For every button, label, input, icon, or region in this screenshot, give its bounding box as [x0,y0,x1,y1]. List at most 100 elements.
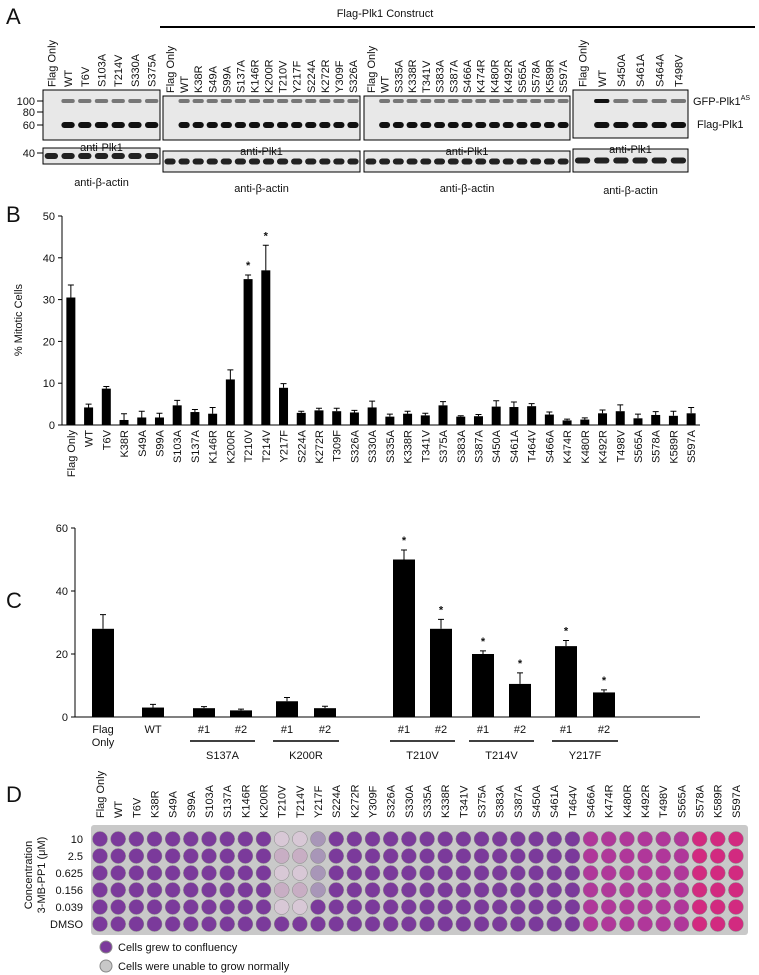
significance: * [402,535,407,547]
x-tick-label: S326A [349,429,361,463]
well [419,916,435,932]
well [528,899,544,915]
band [319,158,331,165]
well [401,848,417,864]
well [473,916,490,932]
well [201,882,217,898]
band [178,122,190,128]
lane-label: S49A [207,65,219,93]
x-tick-label: S461A [509,429,521,463]
well [564,848,581,864]
band [379,99,391,103]
band [234,122,247,128]
well [255,916,272,932]
bar [84,407,94,425]
column-label: Y309F [368,785,380,818]
well [600,899,617,915]
lane-label: S137A [235,59,247,93]
well [673,899,690,915]
well [491,882,508,898]
error-bar [121,413,128,420]
well [637,865,653,881]
well [709,916,726,932]
band [420,158,432,165]
well [510,865,526,881]
column-label: K146R [240,784,252,818]
well [364,899,381,915]
well [201,865,217,881]
well [183,882,199,898]
x-tick-label: T464V [527,429,539,462]
band [291,158,303,165]
well [600,831,617,847]
significance: * [518,658,523,670]
well [110,899,126,915]
well [128,831,145,847]
bar [92,628,114,717]
bar [686,413,696,425]
well [237,916,254,932]
blot-title: Flag-Plk1 Construct [337,8,434,20]
band [651,99,667,103]
well [382,865,399,881]
lane-label: K38R [193,65,205,93]
band-label-sup: AS [741,95,751,102]
band [319,122,331,128]
band [632,122,648,128]
y-axis-label: % Mitotic Cells [13,283,25,356]
lane-label: S597A [558,59,570,93]
well [455,916,472,932]
well [183,916,199,932]
well [382,882,399,898]
well [528,831,544,847]
error-bar [138,410,145,418]
y-tick-label: 10 [43,378,55,390]
lane-label: S464A [654,53,666,87]
error-bar [100,614,106,629]
column-label: K38R [150,790,162,818]
error-bar [298,410,305,413]
well [364,916,381,932]
band [248,158,261,165]
well [219,848,235,864]
well [728,882,744,898]
bar [230,710,252,717]
x-tick-label: #2 [235,724,247,736]
band [144,99,159,103]
band [488,158,500,165]
lane-label: Flag Only [578,39,590,87]
blot-upper [572,89,689,139]
bar [172,405,182,425]
x-tick-label: S224A [296,429,308,463]
error-bar [174,399,181,406]
bar [296,412,306,425]
band [111,99,125,103]
error-bar [480,650,486,654]
well [437,882,453,898]
band [78,153,92,159]
well [401,899,417,915]
error-bar [227,369,234,380]
bar [279,387,289,425]
well [691,865,708,881]
well [673,882,690,898]
well [328,865,344,881]
well [437,848,453,864]
band [475,158,487,165]
well [110,848,126,864]
error-bar [634,413,641,419]
error-bar [351,409,358,413]
lane-label: S103A [97,53,109,87]
x-tick-label: WT [84,430,96,447]
error-bar [85,403,92,408]
lane-label: K146R [249,59,261,93]
band [502,122,514,128]
error-bar [401,549,407,560]
band [632,99,648,103]
well [600,882,617,898]
panel-label: C [6,588,22,613]
error-bar [67,284,74,298]
error-bar [670,410,677,416]
bar [473,416,483,425]
well [146,848,163,864]
